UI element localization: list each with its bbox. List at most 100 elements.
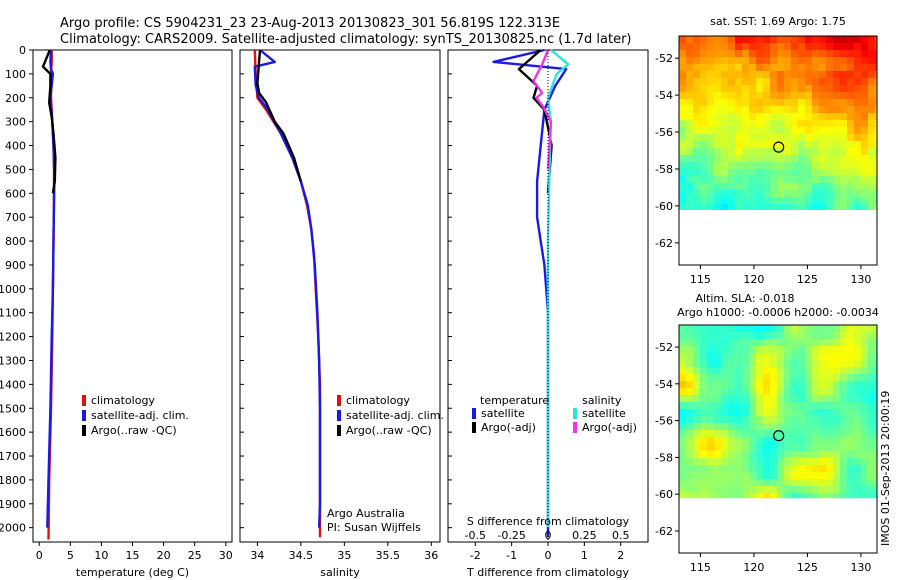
legend-swatch (82, 395, 86, 406)
heatmap-cell (840, 169, 848, 177)
heatmap-cell (868, 183, 876, 191)
y-tick-label: 300 (5, 116, 26, 129)
heatmap-cell (700, 325, 708, 333)
heatmap-cell (868, 64, 876, 72)
heatmap-cell (805, 57, 813, 65)
heatmap-cell (777, 479, 785, 487)
heatmap-cell (875, 458, 878, 466)
heatmap-cell (791, 169, 799, 177)
heatmap-cell (735, 57, 743, 65)
heatmap-cell (833, 204, 841, 210)
heatmap-cell (770, 176, 778, 184)
heatmap-cell (833, 36, 841, 44)
x-tick-label: 5 (67, 549, 74, 562)
heatmap-cell (791, 120, 799, 128)
heatmap-cell (798, 190, 806, 198)
heatmap-cell (742, 64, 750, 72)
heatmap-cell (749, 197, 757, 205)
heatmap-cell (770, 353, 778, 361)
heatmap-cell (714, 204, 722, 210)
heatmap-cell (868, 204, 876, 210)
heatmap-cell (791, 162, 799, 170)
heatmap-cell (805, 169, 813, 177)
heatmap-cell (868, 416, 876, 424)
heatmap-cell (714, 339, 722, 347)
heatmap-cell (742, 430, 750, 438)
heatmap-cell (819, 388, 827, 396)
heatmap-cell (861, 36, 869, 44)
heatmap-cell (875, 71, 878, 79)
heatmap-cell (819, 92, 827, 100)
heatmap-cell (721, 444, 729, 452)
heatmap-cell (861, 176, 869, 184)
heatmap-cell (693, 367, 701, 375)
heatmap-cell (854, 367, 862, 375)
heatmap-cell (826, 169, 834, 177)
heatmap-cell (693, 197, 701, 205)
heatmap-cell (840, 113, 848, 121)
heatmap-cell (777, 64, 785, 72)
heatmap-cell (791, 367, 799, 375)
heatmap-cell (749, 99, 757, 107)
heatmap-cell (728, 465, 736, 473)
heatmap-cell (728, 416, 736, 424)
heatmap-cell (686, 106, 694, 114)
heatmap-cell (735, 360, 743, 368)
heatmap-cell (763, 325, 771, 333)
heatmap-cell (784, 43, 792, 51)
heatmap-cell (812, 353, 820, 361)
heatmap-cell (854, 423, 862, 431)
heatmap-cell (770, 458, 778, 466)
heatmap-cell (784, 486, 792, 494)
heatmap-cell (805, 85, 813, 93)
heatmap-cell (819, 141, 827, 149)
heatmap-cell (742, 99, 750, 107)
heatmap-cell (707, 197, 715, 205)
heatmap-cell (770, 339, 778, 347)
heatmap-cell (728, 360, 736, 368)
heatmap-cell (826, 106, 834, 114)
heatmap-cell (812, 493, 820, 499)
heatmap-cell (840, 353, 848, 361)
heatmap-cell (742, 402, 750, 410)
heatmap-cell (721, 169, 729, 177)
heatmap-cell (714, 444, 722, 452)
y-tick-label: -56 (655, 415, 673, 428)
heatmap-cell (686, 43, 694, 51)
heatmap-cell (756, 479, 764, 487)
heatmap-cell (784, 190, 792, 198)
heatmap-cell (735, 78, 743, 86)
heatmap-cell (700, 85, 708, 93)
heatmap-cell (861, 85, 869, 93)
heatmap-cell (868, 78, 876, 86)
heatmap-cell (833, 57, 841, 65)
heatmap-cell (840, 416, 848, 424)
heatmap-cell (819, 64, 827, 72)
heatmap-cell (721, 36, 729, 44)
heatmap-cell (763, 155, 771, 163)
heatmap-cell (840, 430, 848, 438)
heatmap-cell (826, 339, 834, 347)
footer-timestamp: IMOS 01-Sep-2013 20:00:19 (879, 391, 892, 546)
heatmap-cell (805, 148, 813, 156)
legend-salinity-title: salinity (582, 394, 622, 407)
heatmap-cell (700, 381, 708, 389)
heatmap-cell (847, 106, 855, 114)
heatmap-cell (847, 339, 855, 347)
heatmap-cell (833, 437, 841, 445)
heatmap-cell (791, 71, 799, 79)
heatmap-cell (686, 127, 694, 135)
heatmap-cell (749, 169, 757, 177)
heatmap-cell (721, 190, 729, 198)
heatmap-cell (679, 472, 687, 480)
heatmap-cell (826, 190, 834, 198)
heatmap-cell (875, 409, 878, 417)
heatmap-cell (798, 106, 806, 114)
heatmap-cell (707, 409, 715, 417)
heatmap-cell (875, 353, 878, 361)
heatmap-cell (693, 325, 701, 333)
heatmap-cell (868, 169, 876, 177)
heatmap-cell (833, 50, 841, 58)
heatmap-cell (707, 36, 715, 44)
